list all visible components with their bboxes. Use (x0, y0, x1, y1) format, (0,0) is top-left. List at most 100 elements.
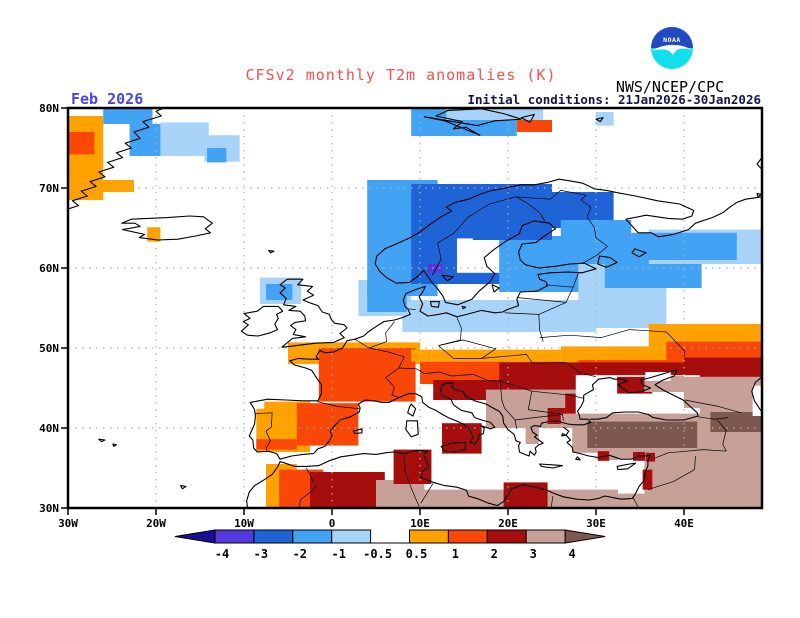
anomaly-cell-p1 (147, 227, 161, 242)
country-border (355, 322, 395, 348)
colorbar-tick-label: 0.5 (406, 547, 428, 561)
agency-label: NWS/NCEP/CPC (616, 78, 724, 96)
anomaly-cell-p4 (631, 456, 762, 508)
colorbar-segment-m3 (253, 529, 294, 544)
lon-tick-label: 10E (410, 517, 430, 530)
anomaly-cell-white (246, 399, 265, 409)
anomaly-cell-p3 (393, 449, 432, 484)
country-border (404, 455, 419, 506)
lat-tick-label: 80N (39, 102, 59, 115)
country-border (369, 348, 404, 368)
colorbar-arrow-left (174, 529, 216, 544)
coastlines (64, 104, 762, 509)
country-border (516, 197, 545, 222)
country-border (539, 314, 543, 341)
country-border (581, 195, 607, 263)
anomaly-cell-white (456, 238, 503, 273)
colorbar-segment-p3 (486, 529, 527, 544)
colorbar-tick-label: -0.5 (363, 547, 392, 561)
lat-tick-label: 60N (39, 262, 59, 275)
colorbar-segment-m1 (331, 529, 372, 544)
country-border (299, 468, 316, 508)
country-border (500, 381, 517, 429)
coastline-path (249, 179, 762, 459)
coastline-path (64, 104, 174, 210)
coastline-path (568, 370, 698, 425)
anomaly-cell-p2 (318, 348, 416, 402)
country-border (474, 374, 584, 398)
anomaly-cell-m2 (266, 284, 293, 300)
lat-tick-label: 50N (39, 342, 59, 355)
country-border (399, 368, 474, 376)
coastline-path (122, 216, 213, 240)
page-title: CFSv2 monthly T2m anomalies (K) (246, 66, 557, 84)
anomaly-cell-m1 (402, 300, 596, 332)
lon-tick-label: 30W (58, 517, 78, 530)
colorbar-arrow-right (564, 529, 606, 544)
country-border (504, 302, 566, 314)
lon-tick-label: 30E (586, 517, 606, 530)
anomaly-cell-p5 (587, 421, 698, 448)
coastline-path (280, 279, 347, 347)
colorbar: -4 -3 -2 -1 -0.5 0.5 1 2 3 4 (174, 529, 606, 561)
anomaly-cell-white (645, 372, 671, 381)
lat-tick-label: 70N (39, 182, 59, 195)
anomaly-cell-p4 (684, 376, 762, 408)
lon-tick-label: 20E (498, 517, 518, 530)
coastline-path (752, 377, 762, 412)
anomaly-cell-white (538, 428, 573, 453)
anomaly-cell-p3 (442, 423, 482, 454)
colorbar-tick-label: -4 (215, 547, 229, 561)
colorbar-segment-p4 (525, 529, 566, 544)
anomaly-cell-p3 (503, 482, 548, 508)
anomaly-cell-p3 (310, 472, 385, 508)
lat-tick-label: 30N (39, 502, 59, 515)
country-border (717, 419, 727, 451)
colorbar-segment-p1 (409, 529, 449, 544)
country-border (421, 483, 433, 503)
country-border (551, 496, 553, 508)
colorbar-tick-label: 1 (452, 547, 459, 561)
anomaly-cell-p3 (646, 452, 655, 462)
lon-tick-label: 0 (329, 517, 336, 530)
country-border (648, 456, 696, 490)
country-border (482, 354, 566, 363)
noaa-bird-icon (652, 44, 692, 55)
coastline-path (247, 427, 651, 508)
country-border (317, 402, 360, 409)
country-border (566, 362, 596, 376)
anomaly-cell-p2 (256, 439, 297, 450)
lon-tick-label: 40E (674, 517, 694, 530)
anomaly-cell-p3 (433, 380, 500, 400)
country-border (518, 287, 573, 302)
country-border (386, 368, 400, 398)
colorbar-tick-label: -2 (293, 547, 307, 561)
initial-conditions-label: Initial conditions: 21Jan2026-30Jan2026 (468, 92, 762, 107)
country-border (255, 413, 272, 451)
country-border (685, 400, 741, 413)
colorbar-tick-label: 4 (568, 547, 575, 561)
anomaly-cell-m1 (446, 108, 544, 120)
noaa-logo-text: NOAA (663, 36, 681, 44)
country-border (515, 414, 563, 420)
forecast-month-label: Feb 2026 (71, 90, 143, 108)
map-frame: 80N 70N 60N 50N 40N 30N 30W 20W 10W 0 10E 20E 30E 40E (39, 102, 764, 530)
anomaly-field (68, 108, 762, 508)
coastline-path (241, 306, 282, 336)
country-border (408, 309, 416, 310)
anomaly-cell-p3 (642, 469, 653, 490)
map-border (66, 106, 764, 510)
colorbar-segment-p2 (447, 529, 488, 544)
country-border (550, 190, 586, 199)
country-border (654, 450, 726, 459)
colorbar-tick-label: -1 (331, 547, 345, 561)
lon-tick-label: 10W (234, 517, 254, 530)
colorbar-segment-m2 (292, 529, 333, 544)
anomaly-cell-p4 (376, 480, 425, 508)
noaa-logo-top-half (651, 27, 693, 48)
noaa-logo: NOAA (651, 27, 693, 69)
colorbar-tick-label: -3 (254, 547, 268, 561)
anomaly-cell-white (538, 452, 598, 468)
